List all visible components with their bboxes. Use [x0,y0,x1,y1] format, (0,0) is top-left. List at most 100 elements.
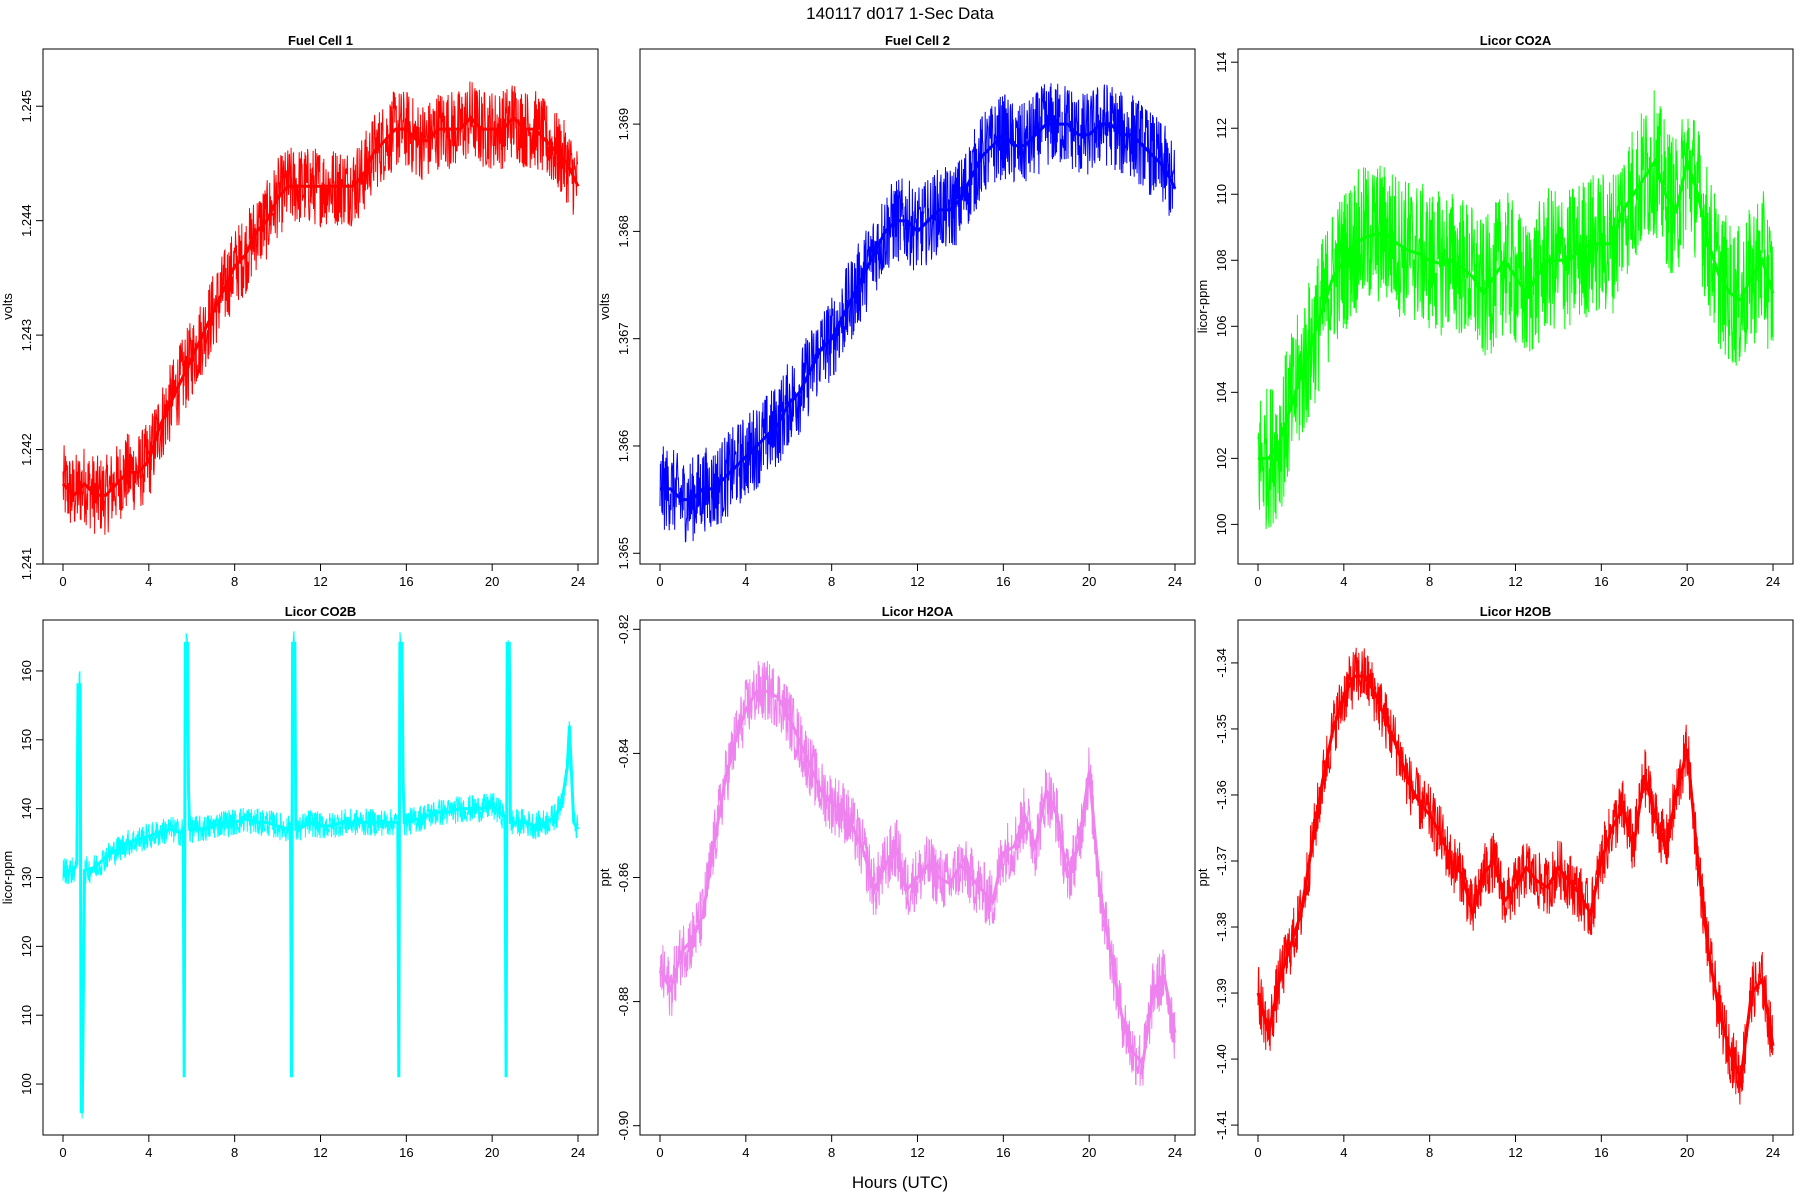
y-tick-label: 150 [19,729,34,751]
series-envelope [1256,674,1775,1085]
y-tick-label: 1.367 [616,322,631,355]
y-tick-label: 160 [19,660,34,682]
x-tick-label: 12 [910,1145,924,1160]
x-tick-label: 24 [1766,1145,1780,1160]
y-tick-label: 1.369 [616,108,631,141]
x-tick-label: 16 [996,1145,1010,1160]
panel-5: Licor H2OA ppt 0 4 8 12 16 20 24 -0.82 -0.84 -0.86 -… [597,604,1196,1160]
panel-1: Fuel Cell 1 volts 0 4 8 12 16 20 24 1.241 1.242 1.2… [0,33,599,589]
panel-title: Licor CO2A [1480,33,1552,48]
x-tick-label: 20 [485,1145,499,1160]
panel-title: Licor CO2B [285,604,357,619]
y-tick-label: 1.368 [616,215,631,248]
y-tick-label: -0.86 [616,863,631,893]
y-tick-label: 110 [1214,184,1229,205]
series-envelope [1258,155,1775,460]
y-axis-label: ppt [597,868,612,886]
x-tick-label: 4 [1340,1145,1347,1160]
x-tick-label: 20 [1680,574,1694,589]
x-tick-label: 24 [1168,574,1182,589]
y-tick-label: 140 [19,798,34,820]
series-line [62,631,579,1119]
x-tick-label: 16 [996,574,1010,589]
y-tick-label: -1.39 [1214,978,1229,1008]
y-tick-label: 1.243 [19,319,34,352]
series-line [1257,647,1774,1105]
y-tick-label: 130 [19,867,34,889]
x-tick-label: 0 [59,1145,66,1160]
panel-3: Licor CO2A licor-ppm 0 4 8 12 16 20 24 100 102 104 1… [1195,33,1794,589]
x-tick-label: 8 [231,1145,238,1160]
series-envelope [63,641,580,1114]
panel-title: Fuel Cell 1 [288,33,353,48]
x-tick-label: 24 [1766,574,1780,589]
x-tick-label: 0 [656,574,663,589]
x-tick-label: 12 [1508,1145,1522,1160]
x-tick-label: 20 [1680,1145,1694,1160]
x-tick-label: 24 [571,1145,585,1160]
x-tick-label: 20 [1082,1145,1096,1160]
x-tick-label: 12 [1508,574,1522,589]
y-tick-label: -0.88 [616,987,631,1017]
x-tick-label: 16 [1594,574,1608,589]
y-tick-label: 1.244 [19,204,34,237]
shared-x-axis-label: Hours (UTC) [852,1173,948,1192]
y-tick-label: -1.36 [1214,780,1229,810]
x-tick-label: 8 [1426,574,1433,589]
y-tick-label: 110 [19,1005,34,1026]
y-tick-label: 108 [1214,249,1229,271]
x-tick-label: 0 [59,574,66,589]
y-axis-label: volts [0,293,15,320]
x-tick-label: 4 [742,574,749,589]
x-tick-label: 16 [399,1145,413,1160]
y-tick-label: 102 [1214,448,1229,470]
y-tick-label: -1.40 [1214,1044,1229,1074]
x-tick-label: 12 [313,1145,327,1160]
panel-6: Licor H2OB ppt 0 4 8 12 16 20 24 -1.34 -1.35 -1.36 -… [1195,604,1794,1160]
figure-title: 140117 d017 1-Sec Data [806,4,994,23]
y-tick-label: 104 [1214,381,1229,403]
x-tick-label: 12 [910,574,924,589]
y-tick-label: -1.34 [1214,648,1229,678]
x-tick-label: 4 [145,1145,152,1160]
y-axis-label: volts [597,293,612,320]
x-tick-label: 0 [1254,1145,1261,1160]
y-tick-label: -0.90 [616,1111,631,1141]
series-line [1257,90,1774,530]
y-tick-label: -0.82 [616,614,631,644]
y-tick-label: -1.41 [1214,1110,1229,1140]
y-tick-label: -1.37 [1214,846,1229,876]
panel-title: Licor H2OB [1480,604,1552,619]
x-tick-label: 4 [742,1145,749,1160]
series-line [62,81,579,535]
x-tick-label: 4 [1340,574,1347,589]
series-envelope [61,115,580,498]
y-axis-label: ppt [1195,868,1210,886]
y-tick-label: 1.365 [616,537,631,570]
x-tick-label: 8 [1426,1145,1433,1160]
series-line [659,660,1176,1087]
x-tick-label: 4 [145,574,152,589]
x-tick-label: 24 [571,574,585,589]
panel-title: Fuel Cell 2 [885,33,950,48]
y-tick-label: 1.245 [19,90,34,123]
series-envelope [660,122,1177,502]
y-tick-label: -1.35 [1214,714,1229,744]
y-tick-label: 1.241 [19,548,34,581]
panel-title: Licor H2OA [882,604,954,619]
y-axis-label: licor-ppm [1195,280,1210,333]
y-tick-label: 114 [1214,52,1229,73]
panel-2: Fuel Cell 2 volts 0 4 8 12 16 20 24 1.365 1.366 1.3… [597,33,1196,589]
x-tick-label: 8 [828,1145,835,1160]
x-tick-label: 20 [485,574,499,589]
y-tick-label: 100 [19,1073,34,1095]
y-tick-label: -1.38 [1214,912,1229,942]
y-tick-label: 100 [1214,514,1229,536]
y-axis-label: licor-ppm [0,851,15,904]
x-tick-label: 0 [656,1145,663,1160]
x-tick-label: 20 [1082,574,1096,589]
x-tick-label: 8 [231,574,238,589]
x-tick-label: 12 [313,574,327,589]
x-tick-label: 16 [1594,1145,1608,1160]
